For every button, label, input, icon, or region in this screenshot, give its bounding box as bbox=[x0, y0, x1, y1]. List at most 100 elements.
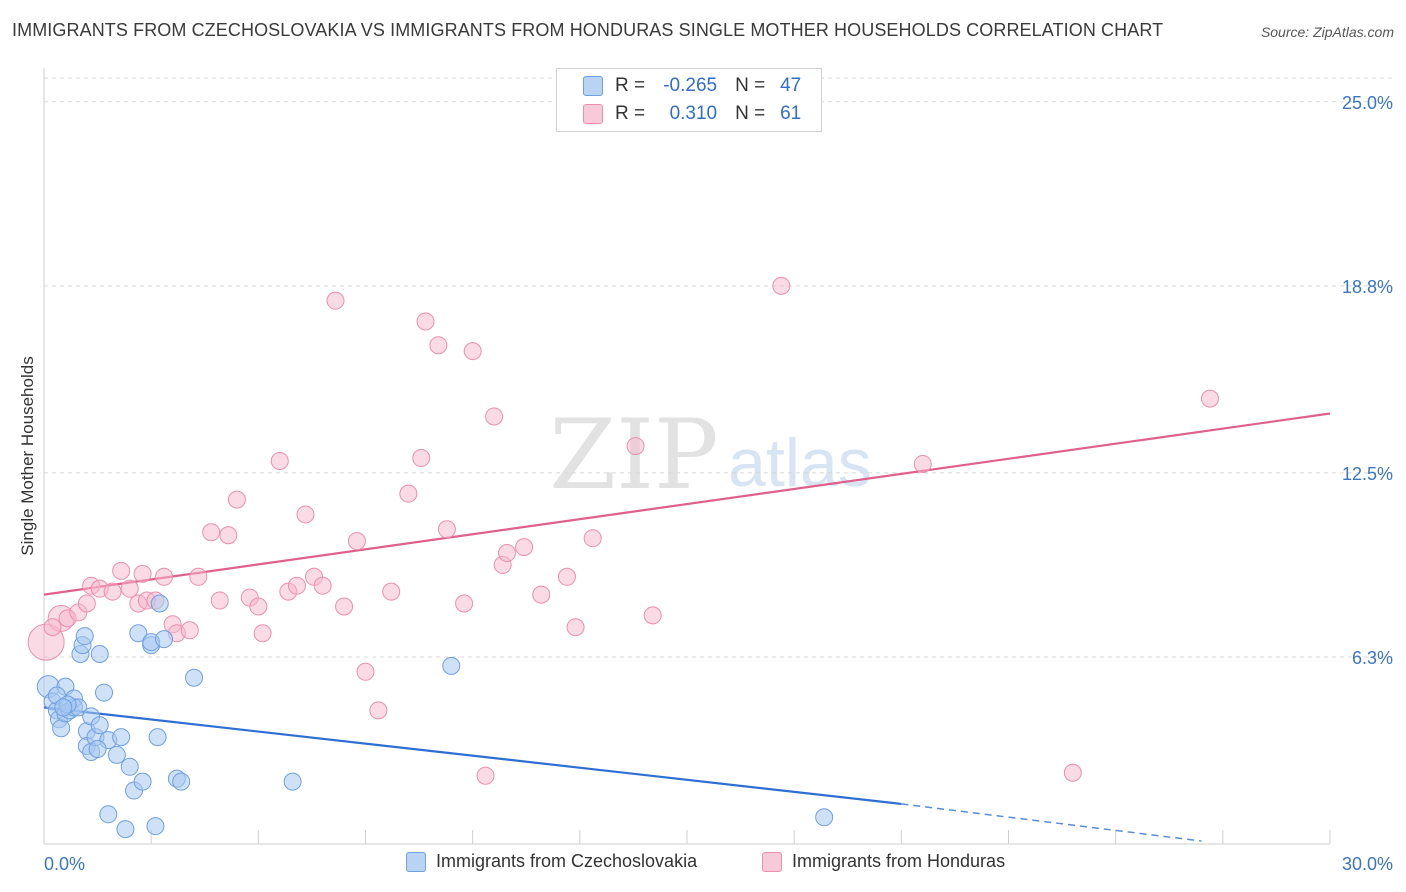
honduras-point bbox=[296, 505, 315, 524]
honduras-point bbox=[515, 538, 534, 557]
honduras-point bbox=[1200, 389, 1219, 408]
legend-row-czechoslovakia: R = -0.265 N = 47 bbox=[583, 74, 801, 98]
honduras-point bbox=[287, 576, 306, 595]
honduras-point bbox=[476, 766, 495, 785]
czechoslovakia-trendline-extension bbox=[901, 803, 1202, 842]
legend-n-value: 61 bbox=[780, 103, 802, 124]
czechoslovakia-point bbox=[133, 772, 152, 791]
bottom-legend-label: Immigrants from Honduras bbox=[792, 851, 1006, 871]
honduras-point bbox=[913, 454, 932, 473]
czechoslovakia-point bbox=[54, 698, 73, 717]
honduras-point bbox=[1063, 763, 1082, 782]
honduras-point bbox=[356, 662, 375, 681]
x-tick-label: 0.0% bbox=[44, 854, 85, 874]
legend-n-label: N = bbox=[735, 103, 766, 124]
honduras-point bbox=[557, 567, 576, 586]
legend-r-label: R = bbox=[615, 103, 646, 124]
czechoslovakia-point bbox=[112, 728, 131, 747]
czechoslovakia-point bbox=[815, 808, 834, 827]
honduras-point bbox=[120, 579, 139, 598]
watermark: ZIP atlas bbox=[549, 399, 871, 511]
honduras-point bbox=[77, 594, 96, 613]
honduras-point bbox=[399, 484, 418, 503]
honduras-point bbox=[455, 594, 474, 613]
czechoslovakia-point bbox=[75, 627, 94, 646]
honduras-point bbox=[103, 582, 122, 601]
trend-lines bbox=[43, 412, 1331, 842]
bottom-legend-swatch-pink bbox=[762, 851, 782, 872]
czechoslovakia-point bbox=[442, 656, 461, 675]
x-tick-label: 30.0% bbox=[1342, 854, 1393, 874]
legend-swatch-blue bbox=[583, 76, 603, 96]
honduras-point bbox=[347, 532, 366, 551]
honduras-point bbox=[253, 624, 272, 643]
czechoslovakia-point bbox=[146, 817, 165, 836]
honduras-point bbox=[227, 490, 246, 509]
honduras-point bbox=[133, 564, 152, 583]
legend-r-value: -0.265 bbox=[663, 75, 718, 96]
y-tick-label: 18.8% bbox=[1342, 277, 1393, 297]
czechoslovakia-point bbox=[172, 772, 191, 791]
honduras-point bbox=[249, 597, 268, 616]
honduras-point bbox=[463, 342, 482, 361]
y-tick-label: 25.0% bbox=[1342, 93, 1393, 113]
czechoslovakia-point bbox=[90, 716, 109, 735]
czechoslovakia-point bbox=[283, 772, 302, 791]
czechoslovakia-trendline bbox=[43, 706, 902, 806]
honduras-point bbox=[532, 585, 551, 604]
czechoslovakia-point bbox=[88, 739, 107, 758]
czechoslovakia-point bbox=[116, 820, 135, 839]
watermark-atlas: atlas bbox=[728, 425, 872, 501]
honduras-point bbox=[566, 618, 585, 637]
honduras-point bbox=[43, 618, 62, 637]
axes bbox=[43, 68, 1331, 845]
honduras-trendline bbox=[43, 412, 1331, 596]
y-tick-label: 12.5% bbox=[1342, 464, 1393, 484]
data-points bbox=[27, 276, 1219, 839]
grid-lines bbox=[44, 77, 1392, 658]
honduras-point bbox=[155, 567, 174, 586]
honduras-point bbox=[112, 561, 131, 580]
czechoslovakia-point bbox=[90, 644, 109, 663]
legend-n-label: N = bbox=[735, 75, 766, 96]
legend-r-label: R = bbox=[615, 75, 646, 96]
honduras-point bbox=[412, 449, 431, 468]
czechoslovakia-point bbox=[52, 719, 71, 738]
legend-swatch-pink bbox=[583, 104, 603, 124]
honduras-point bbox=[219, 526, 238, 545]
bottom-legend-honduras: Immigrants from Honduras bbox=[762, 851, 1005, 872]
honduras-point bbox=[180, 621, 199, 640]
honduras-point bbox=[335, 597, 354, 616]
honduras-point bbox=[583, 529, 602, 548]
honduras-point bbox=[313, 576, 332, 595]
czechoslovakia-point bbox=[148, 728, 167, 747]
honduras-point bbox=[382, 582, 401, 601]
bottom-legend-czechoslovakia: Immigrants from Czechoslovakia bbox=[406, 851, 697, 872]
honduras-point bbox=[429, 336, 448, 355]
source-label: Source: ZipAtlas.com bbox=[1260, 24, 1394, 40]
honduras-point bbox=[626, 437, 645, 456]
czechoslovakia-point bbox=[185, 668, 204, 687]
honduras-point bbox=[326, 291, 345, 310]
bottom-legend-swatch-blue bbox=[406, 851, 426, 872]
honduras-point bbox=[485, 407, 504, 426]
chart-title: IMMIGRANTS FROM CZECHOSLOVAKIA VS IMMIGR… bbox=[12, 20, 1164, 40]
honduras-point bbox=[189, 567, 208, 586]
czechoslovakia-point bbox=[120, 757, 139, 776]
czechoslovakia-point bbox=[150, 594, 169, 613]
honduras-point bbox=[437, 520, 456, 539]
honduras-point bbox=[643, 606, 662, 625]
honduras-point bbox=[497, 544, 516, 563]
honduras-point bbox=[369, 701, 388, 720]
legend-r-value: 0.310 bbox=[669, 103, 718, 124]
czechoslovakia-point bbox=[107, 745, 126, 764]
tick-labels: 6.3% 12.5% 18.8% 25.0% 0.0% 30.0% bbox=[44, 93, 1393, 874]
czechoslovakia-point bbox=[129, 624, 148, 643]
czechoslovakia-point bbox=[99, 805, 118, 824]
honduras-point bbox=[772, 276, 791, 295]
legend-n-value: 47 bbox=[780, 75, 802, 96]
honduras-point bbox=[270, 452, 289, 470]
honduras-point bbox=[210, 591, 229, 610]
legend-row-honduras: R = 0.310 N = 61 bbox=[583, 102, 801, 126]
